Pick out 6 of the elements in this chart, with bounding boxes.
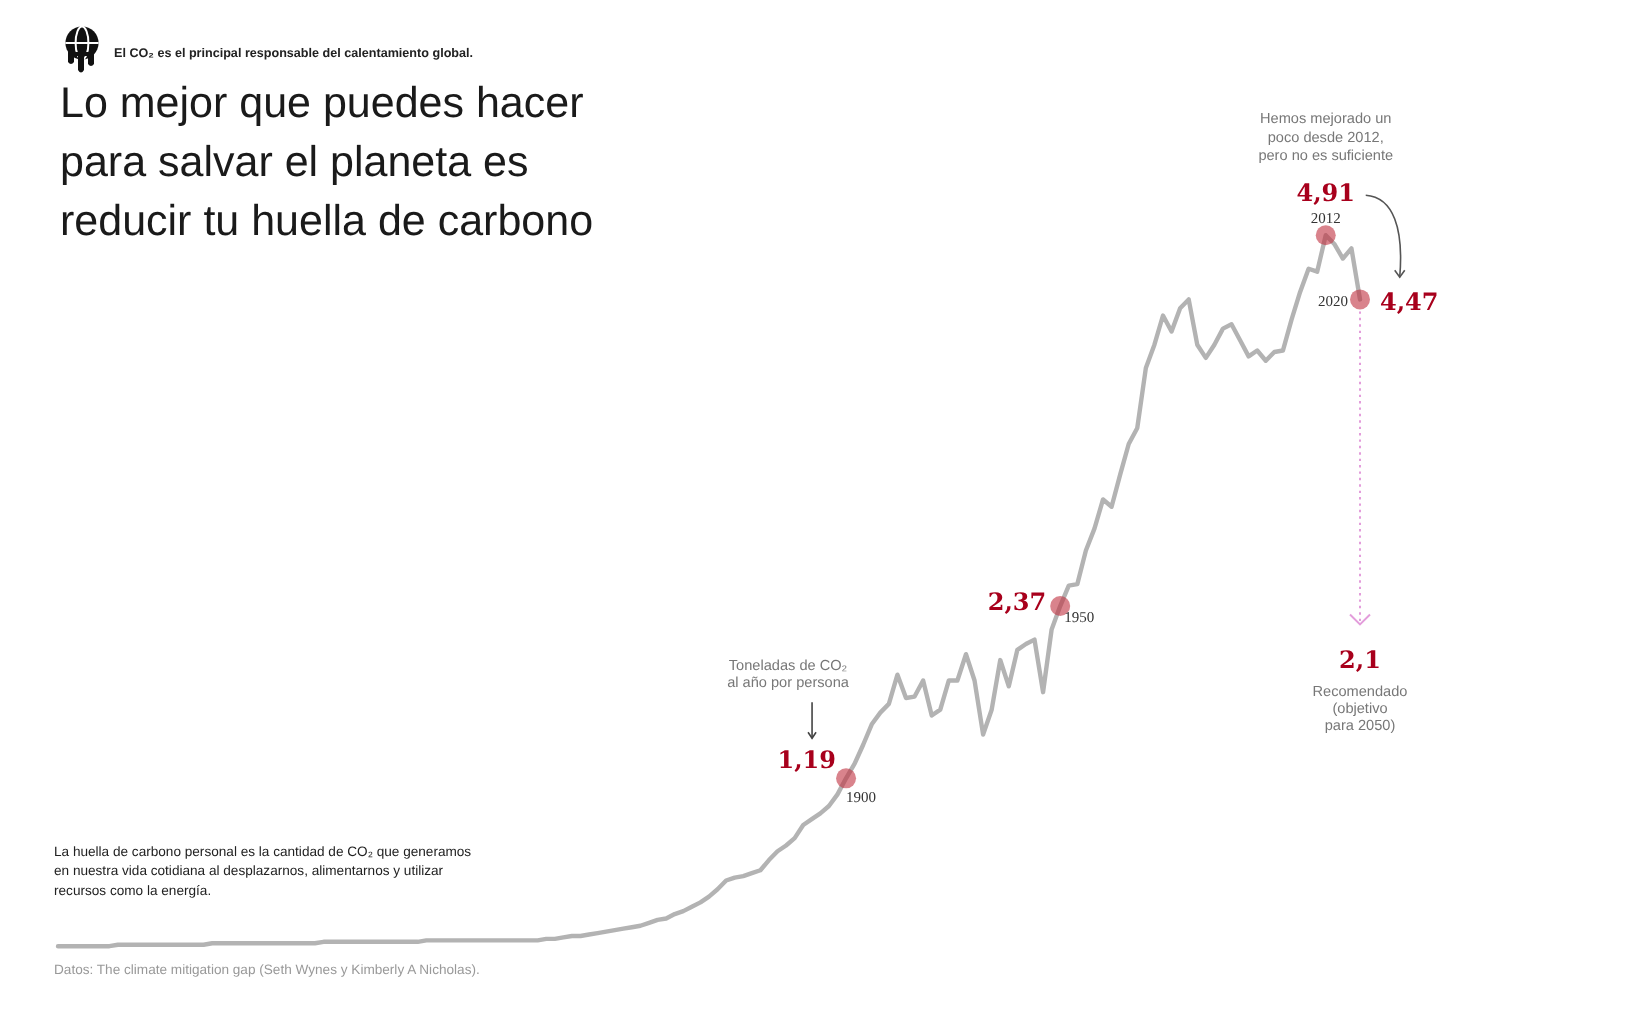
data-label: 4,91 bbox=[1296, 179, 1355, 208]
data-label: 4,47 bbox=[1380, 288, 1439, 317]
chart-title: Lo mejor que puedes hacer para salvar el planeta es reducir tu huella de carbono bbox=[60, 79, 594, 245]
data-label: 2,37 bbox=[987, 588, 1047, 617]
annotation: 2,1 bbox=[1339, 646, 1381, 675]
data-label: 1,19 bbox=[777, 746, 837, 775]
